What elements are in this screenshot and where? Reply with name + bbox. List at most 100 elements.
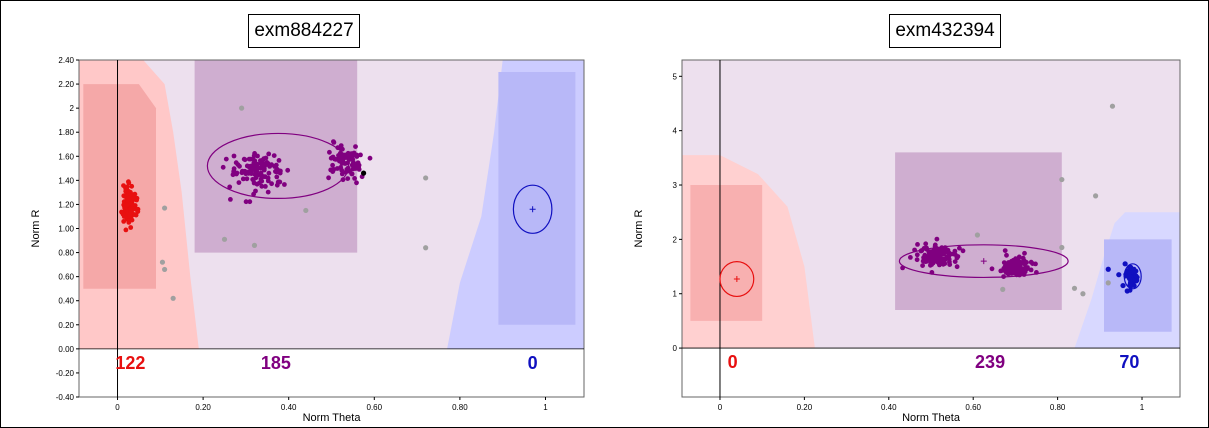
data-point: [1002, 248, 1008, 254]
plot-border: [681, 59, 1181, 398]
data-point: [133, 212, 139, 218]
data-point: [240, 176, 246, 182]
data-point: [282, 182, 287, 187]
data-point: [367, 155, 373, 161]
y-tick-label: 2.20: [58, 80, 74, 89]
outlier-point: [1124, 288, 1130, 294]
cluster-center-mark: [980, 258, 987, 265]
outlier-point: [360, 170, 367, 176]
data-point: [259, 183, 265, 189]
data-point: [914, 252, 920, 258]
data-point: [259, 165, 264, 171]
region-ab-core: [895, 152, 1062, 310]
data-point: [1028, 267, 1034, 273]
region-aa-core: [690, 185, 763, 321]
x-tick-label: 0.20: [797, 403, 813, 412]
data-point: [353, 144, 358, 150]
outlier-point: [1000, 286, 1006, 292]
data-point: [330, 162, 335, 168]
outlier-point: [423, 175, 429, 181]
data-point: [231, 169, 237, 175]
data-point: [285, 167, 291, 173]
y-tick-label: 1: [673, 290, 678, 299]
data-point: [129, 183, 135, 189]
data-point: [954, 264, 960, 270]
data-point: [1128, 280, 1133, 285]
y-axis-label: Norm R: [30, 210, 42, 248]
y-tick-label: 1.60: [58, 152, 74, 161]
data-point: [328, 155, 334, 161]
data-point: [998, 268, 1004, 274]
data-point: [326, 175, 331, 181]
outlier-point: [159, 259, 166, 265]
chart-title-right: exm432394: [889, 14, 1001, 48]
data-point: [252, 151, 257, 156]
outlier-point: [1122, 261, 1128, 267]
data-point: [1006, 263, 1012, 269]
cluster-center-mark: [529, 206, 536, 213]
data-point: [947, 259, 952, 265]
outlier-point: [221, 236, 228, 242]
y-tick-label: 0.60: [58, 273, 74, 282]
data-point: [339, 161, 345, 166]
data-point: [1033, 261, 1038, 267]
data-point: [244, 176, 250, 182]
data-point: [351, 150, 357, 156]
y-tick-label: 0.20: [58, 321, 74, 330]
data-point: [126, 196, 131, 201]
x-tick-label: 0.40: [281, 403, 297, 412]
region-bb-core: [498, 72, 576, 325]
data-point: [274, 174, 280, 180]
y-tick-label: 2.40: [58, 56, 74, 65]
data-point: [926, 254, 932, 259]
data-point: [1015, 271, 1021, 276]
data-point: [258, 176, 264, 182]
data-point: [954, 255, 960, 261]
data-point: [120, 211, 126, 217]
data-point: [269, 162, 274, 168]
data-point: [933, 258, 939, 264]
data-point: [264, 162, 270, 168]
data-point: [926, 250, 932, 256]
data-point: [240, 168, 245, 174]
data-point: [1013, 259, 1019, 264]
chart-title-left: exm884227: [248, 14, 360, 48]
data-point: [915, 242, 920, 247]
data-point: [131, 195, 137, 201]
data-point: [1016, 254, 1022, 260]
data-point: [126, 179, 131, 185]
x-tick-label: 0.60: [367, 403, 383, 412]
x-tick-label: 1: [543, 403, 548, 412]
data-point: [331, 139, 336, 145]
x-tick-label: 0.80: [452, 403, 468, 412]
data-point: [1019, 260, 1025, 265]
data-point: [921, 257, 927, 262]
y-axis-label: Norm R: [633, 210, 645, 248]
outlier-point: [1080, 291, 1086, 297]
data-point: [336, 155, 342, 160]
data-point: [356, 165, 361, 171]
data-point: [339, 167, 345, 173]
data-point: [223, 156, 229, 162]
outlier-point: [303, 207, 309, 214]
y-tick-label: 5: [673, 72, 678, 81]
y-tick-label: 1.00: [58, 225, 74, 234]
outlier-point: [974, 232, 981, 238]
cluster-ellipse: [206, 132, 350, 200]
data-point: [937, 257, 943, 262]
data-point: [354, 154, 360, 159]
x-tick-label: 0: [718, 403, 723, 412]
data-point: [258, 170, 264, 176]
data-point: [220, 164, 226, 170]
genotype-count: 70: [1119, 352, 1139, 372]
data-point: [248, 168, 254, 174]
data-point: [123, 227, 129, 233]
data-point: [345, 150, 351, 156]
y-tick-label: 3: [673, 181, 678, 190]
data-point: [908, 255, 913, 260]
data-point: [258, 161, 264, 167]
data-point: [923, 241, 929, 247]
data-point: [276, 158, 282, 163]
y-tick-label: 1.80: [58, 128, 74, 137]
data-point: [932, 242, 938, 248]
